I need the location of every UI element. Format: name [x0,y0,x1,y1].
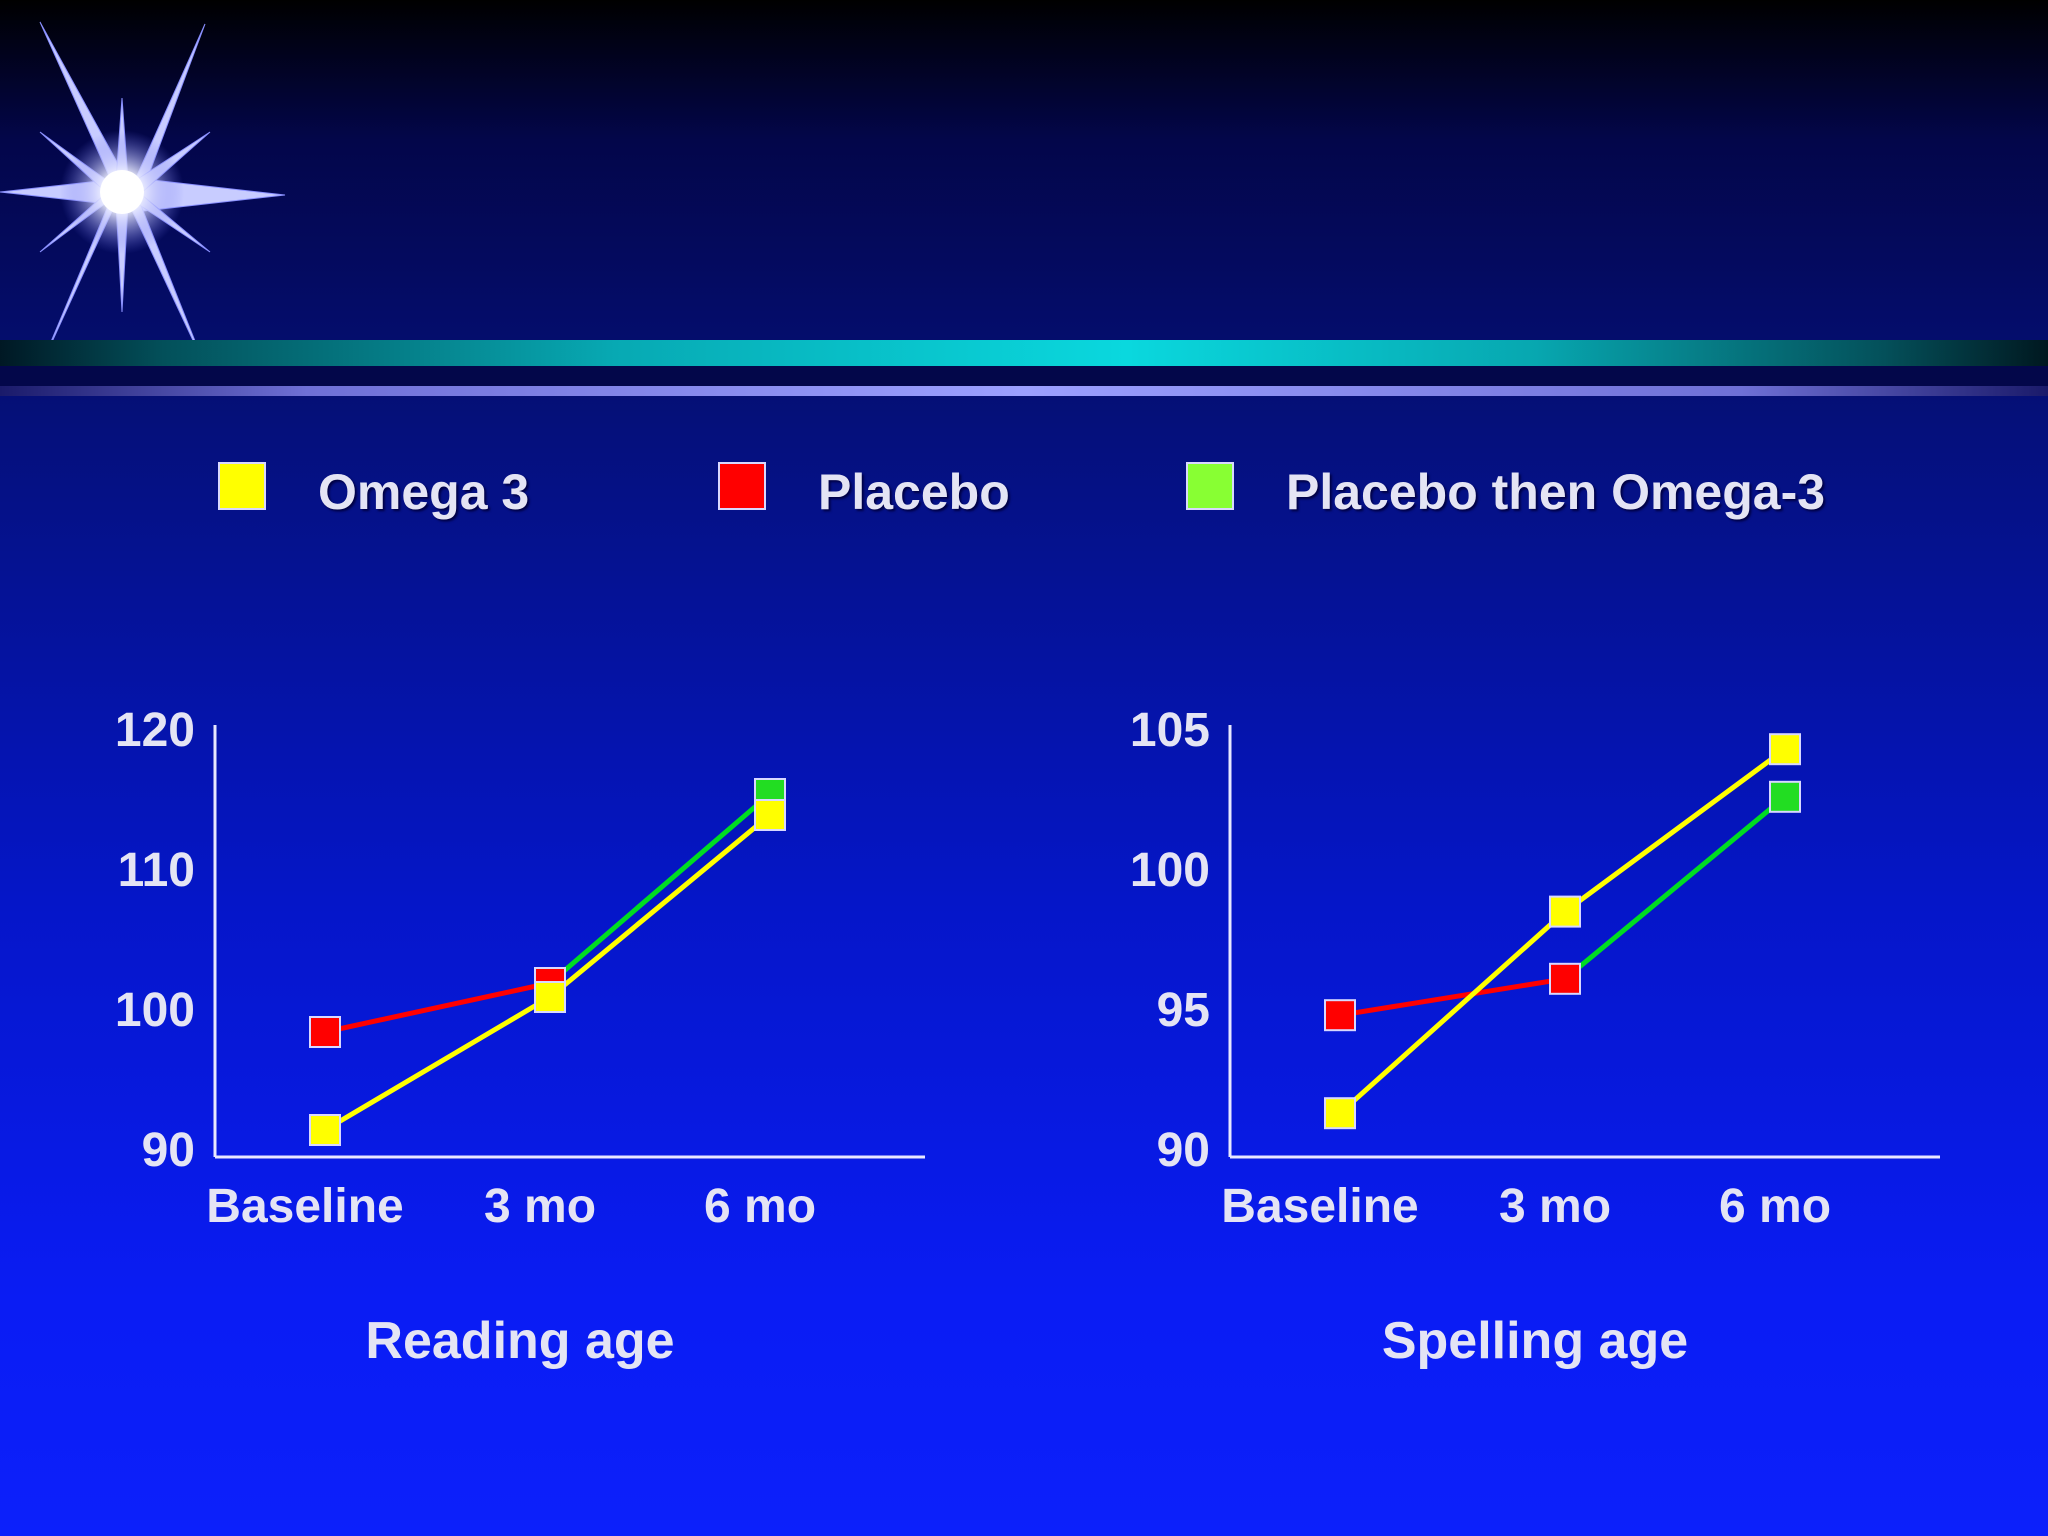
data-point-placebo-then-omega-3 [1769,780,1801,813]
data-point-omega-3 [1549,895,1581,928]
legend-label-omega-3: Omega 3 [318,464,530,520]
y-tick-label: 90 [1157,1124,1210,1177]
chart-title: Reading age [365,1312,674,1370]
x-tick-label: Baseline [206,1180,403,1233]
data-point-omega-3 [1324,1097,1356,1130]
reading-age-chart: 90 100 110 120 Baseline 3 mo 6 mo Reading age [115,704,925,1370]
starburst-logo [0,21,286,369]
legend-swatch-placebo-then-omega-3 [1186,462,1234,510]
legend-label-placebo: Placebo [818,464,1010,520]
x-tick-label: 3 mo [1499,1180,1611,1233]
y-tick-label: 95 [1157,984,1210,1037]
legend-swatch-placebo [718,462,766,510]
y-tick-label: 110 [118,844,195,897]
data-point-placebo [1324,999,1356,1032]
series-line-placebo-then-omega-3 [1563,794,1787,981]
y-tick-label: 120 [115,704,195,757]
series-line-placebo-then-omega-3 [548,792,772,985]
header-teal-band [0,340,2048,366]
header-dark-band [0,366,2048,386]
legend-swatch-omega-3 [218,462,266,510]
x-tick-label: 6 mo [704,1180,816,1233]
data-point-omega-3 [534,981,566,1013]
data-point-placebo [309,1016,341,1048]
spelling-age-chart: 90 95 100 105 Baseline 3 mo 6 mo Spelling age [1130,704,1940,1370]
y-tick-label: 105 [1130,704,1210,757]
chart-title: Spelling age [1382,1312,1688,1370]
x-tick-label: Baseline [1221,1180,1418,1233]
x-tick-label: 3 mo [484,1180,596,1233]
y-tick-label: 90 [142,1124,195,1177]
series-line-placebo [324,980,551,1035]
series-line-placebo [1339,976,1566,1018]
header-lavender-band [0,386,2048,396]
y-tick-label: 100 [1130,844,1210,897]
data-point-omega-3 [754,799,786,831]
data-point-placebo [1549,962,1581,995]
data-point-omega-3 [309,1114,341,1146]
y-tick-label: 100 [115,984,195,1037]
legend-label-placebo-then-omega-3: Placebo then Omega-3 [1286,464,1826,520]
series-line-omega-3 [1338,747,1787,1116]
data-point-omega-3 [1769,733,1801,766]
x-tick-label: 6 mo [1719,1180,1831,1233]
